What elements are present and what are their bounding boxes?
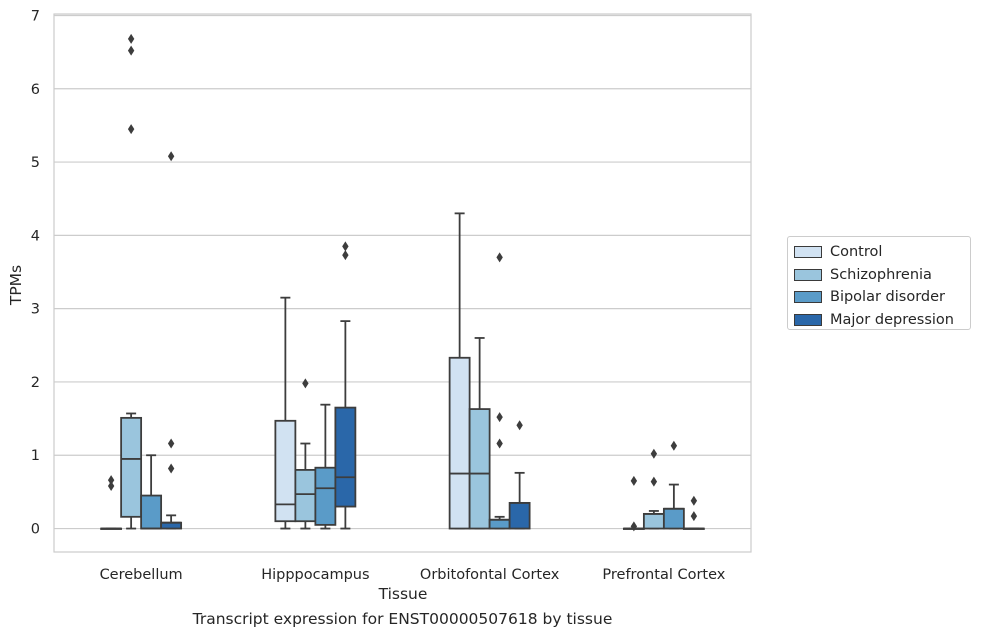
outlier-point bbox=[167, 438, 175, 449]
box-body bbox=[488, 518, 511, 530]
box-2-3 bbox=[468, 337, 491, 530]
box-2-1 bbox=[120, 33, 143, 530]
box-2-4 bbox=[642, 448, 665, 530]
outlier-point bbox=[650, 476, 658, 487]
y-tick-label-5: 5 bbox=[31, 155, 40, 171]
legend-item-schizophrenia: Schizophrenia bbox=[794, 264, 970, 287]
box-3-4 bbox=[662, 440, 685, 530]
outlier-point bbox=[127, 124, 135, 135]
y-tick-label-1: 1 bbox=[31, 448, 40, 464]
outlier-point bbox=[127, 45, 135, 56]
outlier-point bbox=[496, 412, 503, 423]
x-axis-label: Tissue bbox=[378, 585, 428, 603]
box-4-3 bbox=[508, 420, 531, 530]
legend-swatch-control bbox=[794, 246, 822, 259]
outlier-point bbox=[516, 420, 523, 431]
legend-swatch-schizophrenia bbox=[794, 268, 822, 281]
outlier-point bbox=[167, 151, 175, 162]
box-body bbox=[120, 416, 143, 518]
outlier-point bbox=[630, 521, 638, 532]
y-axis-label: TPMs bbox=[7, 265, 25, 306]
y-tick-label-2: 2 bbox=[31, 375, 40, 391]
outlier-point bbox=[690, 511, 698, 522]
legend-label-major-depression: Major depression bbox=[830, 311, 954, 328]
y-tick-label-4: 4 bbox=[31, 228, 40, 244]
outlier-point bbox=[670, 440, 678, 451]
outlier-point bbox=[496, 438, 503, 449]
outlier-point bbox=[302, 378, 309, 389]
outlier-point bbox=[496, 252, 503, 263]
box-4-4 bbox=[682, 495, 705, 530]
box-body bbox=[468, 408, 491, 530]
box-3-3 bbox=[488, 252, 511, 530]
legend-item-control: Control bbox=[794, 241, 970, 264]
legend-label-control: Control bbox=[830, 244, 883, 261]
figure-caption: Transcript expression for ENST0000050761… bbox=[192, 610, 613, 628]
box-2-2 bbox=[294, 378, 317, 530]
outlier-point bbox=[342, 250, 349, 261]
y-tick-label-7: 7 bbox=[31, 8, 40, 24]
x-tick-label-3: Orbitofontal Cortex bbox=[420, 567, 560, 583]
legend-item-bipolar-disorder: Bipolar disorder bbox=[794, 286, 970, 309]
legend-label-schizophrenia: Schizophrenia bbox=[830, 266, 932, 283]
box-body bbox=[274, 419, 297, 523]
plot-frame bbox=[53, 13, 752, 553]
box-body bbox=[448, 356, 471, 530]
box-3-2 bbox=[314, 403, 337, 530]
box-body bbox=[294, 469, 317, 523]
legend-item-major-depression: Major depression bbox=[794, 309, 970, 332]
legend-swatch-bipolar-disorder bbox=[794, 291, 822, 304]
legend: Control Schizophrenia Bipolar disorder M… bbox=[787, 236, 971, 330]
legend-swatch-major-depression bbox=[794, 313, 822, 326]
box-body bbox=[662, 507, 685, 530]
box-body bbox=[314, 466, 337, 526]
box-1-3 bbox=[448, 212, 471, 530]
grid-lines bbox=[54, 14, 751, 530]
outlier-point bbox=[690, 495, 698, 506]
box-body bbox=[508, 501, 531, 530]
outlier-point bbox=[630, 475, 638, 486]
box-4-2 bbox=[334, 241, 357, 530]
x-tick-label-2: Hipppocampus bbox=[261, 567, 369, 583]
y-tick-label-3: 3 bbox=[31, 302, 40, 318]
outlier-point bbox=[127, 33, 135, 44]
box-body bbox=[642, 512, 665, 530]
box-body bbox=[334, 406, 357, 508]
box-1-4 bbox=[622, 475, 645, 532]
outlier-point bbox=[342, 241, 349, 252]
x-tick-label-4: Prefrontal Cortex bbox=[602, 567, 725, 583]
y-tick-label-0: 0 bbox=[31, 522, 40, 538]
tick-labels: 0 1 2 3 4 5 6 7 Cerebellum Hipppocampus Orbitofont… bbox=[31, 8, 726, 583]
box-body bbox=[140, 494, 163, 530]
outlier-point bbox=[107, 475, 115, 486]
box-layer bbox=[100, 33, 705, 532]
box-3-1 bbox=[140, 454, 163, 530]
box-4-1 bbox=[160, 151, 183, 530]
y-tick-label-6: 6 bbox=[31, 82, 40, 98]
box-1-1 bbox=[100, 475, 123, 530]
x-tick-label-1: Cerebellum bbox=[100, 567, 183, 583]
outlier-point bbox=[107, 481, 115, 492]
legend-label-bipolar-disorder: Bipolar disorder bbox=[830, 289, 945, 306]
outlier-point bbox=[167, 463, 175, 474]
outlier-point bbox=[650, 448, 658, 459]
box-1-2 bbox=[274, 296, 297, 530]
